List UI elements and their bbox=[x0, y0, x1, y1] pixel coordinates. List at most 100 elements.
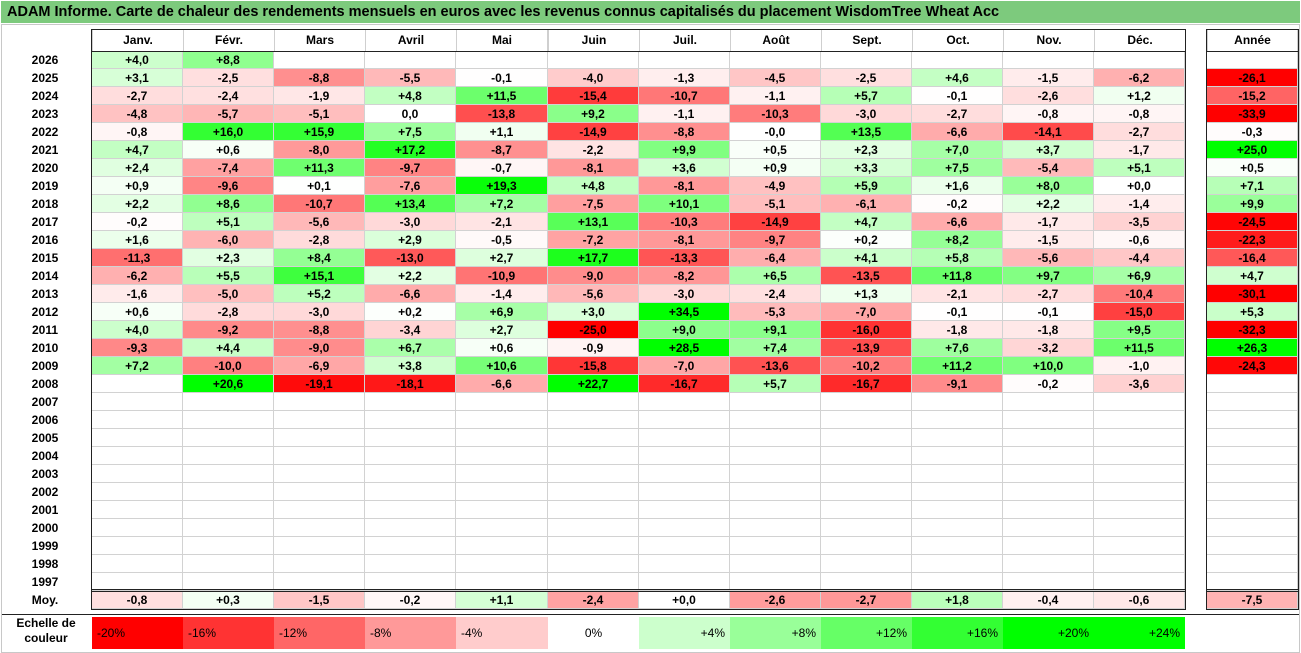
heatmap-cell: -5,1 bbox=[730, 195, 821, 213]
heatmap-cell: -10,7 bbox=[274, 195, 365, 213]
heatmap-cell-empty bbox=[548, 393, 639, 411]
heatmap-cell: +34,5 bbox=[639, 303, 730, 321]
average-border-top bbox=[91, 591, 1186, 592]
annual-cell: +5,3 bbox=[1207, 303, 1298, 321]
heatmap-cell-empty bbox=[1094, 465, 1185, 483]
heatmap-cell: -5,1 bbox=[274, 105, 365, 123]
annual-cell-empty bbox=[1207, 51, 1298, 69]
heatmap-cell-empty bbox=[1094, 411, 1185, 429]
heatmap-cell-empty bbox=[274, 501, 365, 519]
heatmap-cell: +3,6 bbox=[639, 159, 730, 177]
color-scale-step: -8% bbox=[365, 617, 456, 649]
heatmap-cell-empty bbox=[548, 483, 639, 501]
heatmap-cell: +4,0 bbox=[92, 51, 183, 69]
heatmap-cell: -5,6 bbox=[1003, 249, 1094, 267]
heatmap-cell-empty bbox=[274, 465, 365, 483]
heatmap-cell: +9,5 bbox=[1094, 321, 1185, 339]
heatmap-cell: +20,6 bbox=[183, 375, 274, 393]
heatmap-cell: -3,0 bbox=[274, 303, 365, 321]
heatmap-cell: -6,9 bbox=[274, 357, 365, 375]
year-label: 2006 bbox=[31, 413, 59, 427]
heatmap-cell: -5,0 bbox=[183, 285, 274, 303]
heatmap-cell: -19,1 bbox=[274, 375, 365, 393]
heatmap-cell-empty bbox=[1094, 573, 1185, 591]
heatmap-cell-empty bbox=[821, 447, 912, 465]
heatmap-cell-empty bbox=[1094, 519, 1185, 537]
heatmap-cell: +1,6 bbox=[912, 177, 1003, 195]
heatmap-cell: +2,4 bbox=[92, 159, 183, 177]
heatmap-cell-empty bbox=[1094, 393, 1185, 411]
heatmap-cell: +7,5 bbox=[365, 123, 456, 141]
month-header: Déc. bbox=[1094, 29, 1186, 51]
heatmap-cell-empty bbox=[92, 393, 183, 411]
heatmap-cell-empty bbox=[548, 411, 639, 429]
heatmap-cell: -0,6 bbox=[1094, 231, 1185, 249]
heatmap-cell: -7,4 bbox=[183, 159, 274, 177]
annual-cell-empty bbox=[1207, 393, 1298, 411]
heatmap-cell-empty bbox=[274, 411, 365, 429]
heatmap-cell: -10,4 bbox=[1094, 285, 1185, 303]
heatmap-cell-empty bbox=[456, 447, 548, 465]
heatmap-cell-empty bbox=[183, 483, 274, 501]
heatmap-cell-empty bbox=[821, 501, 912, 519]
heatmap-cell-empty bbox=[912, 51, 1003, 69]
heatmap-cell: +9,1 bbox=[730, 321, 821, 339]
heatmap-cell-empty bbox=[639, 555, 730, 573]
left-frame-line bbox=[2, 614, 1299, 615]
heatmap-cell: -3,2 bbox=[1003, 339, 1094, 357]
heatmap-cell: -9,7 bbox=[730, 231, 821, 249]
heatmap-cell: -13,6 bbox=[730, 357, 821, 375]
heatmap-cell-empty bbox=[912, 537, 1003, 555]
heatmap-cell: -8,8 bbox=[274, 69, 365, 87]
heatmap-cell-empty bbox=[1094, 51, 1185, 69]
heatmap-cell: -6,0 bbox=[183, 231, 274, 249]
average-annual-cell: -7,5 bbox=[1207, 591, 1298, 609]
heatmap-cell: -5,7 bbox=[183, 105, 274, 123]
average-cell: +0,0 bbox=[639, 591, 730, 609]
heatmap-cell-empty bbox=[821, 51, 912, 69]
heatmap-cell: -13,9 bbox=[821, 339, 912, 357]
heatmap-cell-empty bbox=[639, 447, 730, 465]
heatmap-cell-empty bbox=[183, 465, 274, 483]
heatmap-cell: +5,5 bbox=[183, 267, 274, 285]
heatmap-cell-empty bbox=[365, 393, 456, 411]
heatmap-cell: +0,9 bbox=[92, 177, 183, 195]
heatmap-cell: -0,0 bbox=[730, 123, 821, 141]
heatmap-cell: -9,0 bbox=[548, 267, 639, 285]
month-header: Oct. bbox=[912, 29, 1004, 51]
color-scale-step: +12% bbox=[821, 617, 912, 649]
heatmap-cell-empty bbox=[639, 537, 730, 555]
heatmap-cell: -2,7 bbox=[912, 105, 1003, 123]
heatmap-cell: -11,3 bbox=[92, 249, 183, 267]
heatmap-cell: +6,9 bbox=[1094, 267, 1185, 285]
annual-border-top bbox=[1207, 29, 1298, 30]
annual-cell: +7,1 bbox=[1207, 177, 1298, 195]
color-scale-step: +20% bbox=[1003, 617, 1094, 649]
heatmap-cell: -2,2 bbox=[548, 141, 639, 159]
heatmap-cell: -7,0 bbox=[639, 357, 730, 375]
heatmap-cell-empty bbox=[456, 483, 548, 501]
heatmap-cell-empty bbox=[821, 429, 912, 447]
heatmap-cell-empty bbox=[912, 393, 1003, 411]
heatmap-cell-empty bbox=[912, 465, 1003, 483]
heatmap-cell: -6,2 bbox=[1094, 69, 1185, 87]
heatmap-cell: -1,4 bbox=[456, 285, 548, 303]
heatmap-cell: -3,5 bbox=[1094, 213, 1185, 231]
heatmap-cell-empty bbox=[548, 573, 639, 591]
average-label: Moy. bbox=[31, 593, 59, 607]
heatmap-cell-empty bbox=[365, 573, 456, 591]
heatmap-cell: -3,6 bbox=[1094, 375, 1185, 393]
heatmap-cell-empty bbox=[365, 501, 456, 519]
heatmap-cell: +0,6 bbox=[92, 303, 183, 321]
heatmap-cell: -2,6 bbox=[1003, 87, 1094, 105]
heatmap-cell: -10,0 bbox=[183, 357, 274, 375]
heatmap-cell-empty bbox=[92, 501, 183, 519]
heatmap-cell: -10,2 bbox=[821, 357, 912, 375]
heatmap-cell: -2,7 bbox=[1003, 285, 1094, 303]
heatmap-cell: -7,2 bbox=[548, 231, 639, 249]
heatmap-cell: -1,7 bbox=[1094, 141, 1185, 159]
annual-cell: -0,3 bbox=[1207, 123, 1298, 141]
year-label: 2019 bbox=[31, 179, 59, 193]
heatmap-cell: -18,1 bbox=[365, 375, 456, 393]
heatmap-cell-empty bbox=[639, 483, 730, 501]
